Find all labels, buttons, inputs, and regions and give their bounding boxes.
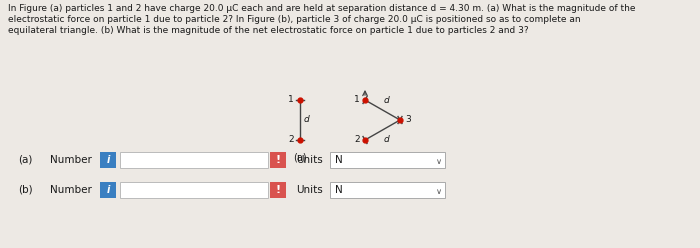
FancyBboxPatch shape (100, 152, 116, 168)
FancyBboxPatch shape (270, 182, 286, 198)
Text: (b): (b) (376, 153, 389, 163)
Text: Number: Number (50, 155, 92, 165)
Text: d: d (304, 116, 309, 124)
FancyBboxPatch shape (120, 152, 268, 168)
Text: 3: 3 (405, 116, 411, 124)
FancyBboxPatch shape (330, 182, 445, 198)
Text: electrostatic force on particle 1 due to particle 2? In Figure (b), particle 3 o: electrostatic force on particle 1 due to… (8, 15, 580, 24)
FancyBboxPatch shape (330, 152, 445, 168)
Text: (b): (b) (18, 185, 33, 195)
Text: 1: 1 (288, 95, 294, 104)
Text: N: N (335, 155, 343, 165)
FancyBboxPatch shape (100, 182, 116, 198)
Text: (a): (a) (293, 153, 307, 163)
Text: !: ! (275, 155, 281, 165)
Text: Units: Units (296, 155, 323, 165)
Text: 2: 2 (354, 135, 360, 145)
Text: ∨: ∨ (436, 186, 442, 195)
Text: d: d (384, 135, 389, 144)
Text: !: ! (275, 185, 281, 195)
Text: i: i (106, 185, 110, 195)
Text: Units: Units (296, 185, 323, 195)
FancyBboxPatch shape (270, 152, 286, 168)
Text: equilateral triangle. (b) What is the magnitude of the net electrostatic force o: equilateral triangle. (b) What is the ma… (8, 26, 528, 35)
Text: (a): (a) (18, 155, 32, 165)
Text: Number: Number (50, 185, 92, 195)
Text: 2: 2 (288, 135, 294, 145)
Text: N: N (335, 185, 343, 195)
Text: d: d (384, 96, 389, 105)
Text: 1: 1 (354, 95, 360, 104)
FancyBboxPatch shape (120, 182, 268, 198)
Text: i: i (106, 155, 110, 165)
Text: In Figure (a) particles 1 and 2 have charge 20.0 μC each and are held at separat: In Figure (a) particles 1 and 2 have cha… (8, 4, 636, 13)
Text: ∨: ∨ (436, 156, 442, 165)
